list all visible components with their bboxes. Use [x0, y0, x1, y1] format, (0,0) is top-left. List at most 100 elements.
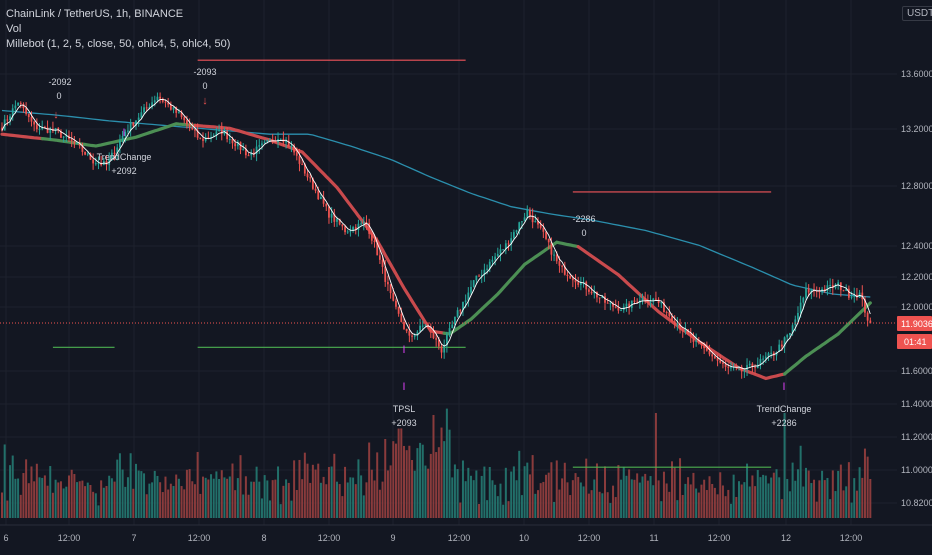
volume-bar: [861, 477, 864, 518]
volume-bar: [118, 453, 121, 518]
volume-bar: [847, 462, 850, 518]
volume-bars: [1, 408, 872, 518]
price-tick-label: 12.8000: [901, 181, 932, 191]
candle-body: [494, 256, 497, 260]
candle-body: [692, 336, 695, 342]
volume-bar: [494, 484, 497, 518]
candle-body: [555, 254, 558, 262]
candle-body: [258, 145, 261, 147]
time-tick-label: 10: [519, 533, 529, 543]
volume-bar: [486, 500, 489, 518]
tpsl-value: +2093: [391, 418, 416, 428]
volume-bar: [202, 476, 204, 518]
tpsl-top-marker-icon: Ⅰ: [403, 345, 406, 356]
volume-bar: [94, 493, 97, 518]
candle-body: [65, 135, 68, 137]
volume-bar: [775, 469, 778, 518]
volume-bar: [842, 490, 845, 518]
volume-bar: [357, 459, 360, 518]
volume-bar: [435, 452, 438, 518]
candle-body: [437, 339, 440, 347]
candle-body: [697, 340, 700, 342]
price-axis[interactable]: 13.6000 13.2000 12.8000 12.4000 12.2000 12.00…: [901, 69, 932, 508]
volume-bar: [295, 489, 298, 518]
candle-body: [802, 297, 805, 303]
volume-bar: [703, 479, 706, 518]
candle-body: [467, 292, 470, 301]
volume-bar: [215, 471, 218, 518]
volume-bar: [129, 453, 132, 518]
volume-bar: [57, 482, 60, 518]
candle-body: [135, 120, 137, 126]
volume-bar: [148, 483, 151, 518]
volume-bar: [456, 469, 459, 518]
candle-body: [724, 363, 727, 367]
volume-bar: [566, 482, 569, 518]
candle-body: [349, 230, 352, 232]
volume-bar: [721, 485, 724, 518]
time-tick-label: 8: [261, 533, 266, 543]
time-tick-label: 9: [390, 533, 395, 543]
candle-body: [250, 152, 253, 156]
volume-bar: [266, 480, 269, 518]
volume-bar: [97, 505, 100, 518]
candle-body: [180, 112, 183, 118]
volume-bar: [263, 475, 266, 518]
candle-body: [756, 364, 759, 368]
volume-bar: [617, 465, 620, 518]
volume-bar: [687, 477, 690, 518]
candle-body: [357, 223, 360, 231]
candle-body: [424, 324, 427, 326]
candle-body: [215, 131, 218, 136]
volume-bar: [802, 486, 805, 518]
volume-bar: [788, 491, 791, 518]
volume-bar: [550, 462, 553, 518]
signal-2-zero: 0: [202, 81, 207, 91]
candle-body: [778, 344, 781, 352]
candle-body: [344, 226, 346, 233]
candle-body: [625, 303, 628, 307]
volume-bar: [810, 483, 813, 518]
volume-bar: [673, 467, 676, 518]
candle-body: [311, 178, 314, 189]
volume-bar: [453, 464, 456, 518]
volume-bar: [84, 486, 87, 518]
volume-bar: [30, 466, 33, 518]
volume-bar: [86, 482, 89, 518]
candle-body: [716, 358, 719, 361]
volume-bar: [330, 466, 333, 518]
candle-body: [121, 136, 124, 141]
candle-body: [834, 284, 837, 288]
candle-body: [483, 269, 486, 275]
candle-body: [545, 231, 547, 239]
volume-bar: [349, 477, 352, 518]
volume-bar: [110, 478, 113, 518]
volume-bar: [346, 482, 349, 518]
indicator-legend[interactable]: Millebot (1, 2, 5, close, 50, ohlc4, 5, …: [6, 38, 231, 50]
candle-body: [601, 296, 604, 299]
volume-bar: [271, 480, 274, 518]
volume-bar: [569, 495, 572, 518]
chart-legend: ChainLink / TetherUS, 1h, BINANCE Vol Mi…: [6, 7, 230, 52]
candle-body: [261, 143, 263, 146]
volume-bar: [754, 486, 757, 518]
time-axis[interactable]: 6 12:00 7 12:00 8 12:00 9 12:00 10 12:00 11 12:00 12…: [3, 533, 862, 543]
candle-body: [751, 363, 754, 368]
volume-bar: [636, 473, 639, 518]
volume-legend[interactable]: Vol: [6, 23, 22, 35]
volume-bar: [126, 477, 129, 518]
candle-body: [360, 223, 363, 225]
price-tick-label: 12.4000: [901, 241, 932, 251]
currency-badge[interactable]: USDT: [902, 6, 932, 21]
candle-body: [263, 141, 266, 144]
volume-bar: [413, 470, 416, 518]
ma-50-line: [1, 109, 871, 298]
candle-body: [373, 240, 376, 243]
symbol-legend[interactable]: ChainLink / TetherUS, 1h, BINANCE: [6, 8, 184, 20]
candle-body: [837, 282, 840, 285]
volume-bar: [537, 490, 539, 518]
candle-body: [35, 124, 38, 130]
